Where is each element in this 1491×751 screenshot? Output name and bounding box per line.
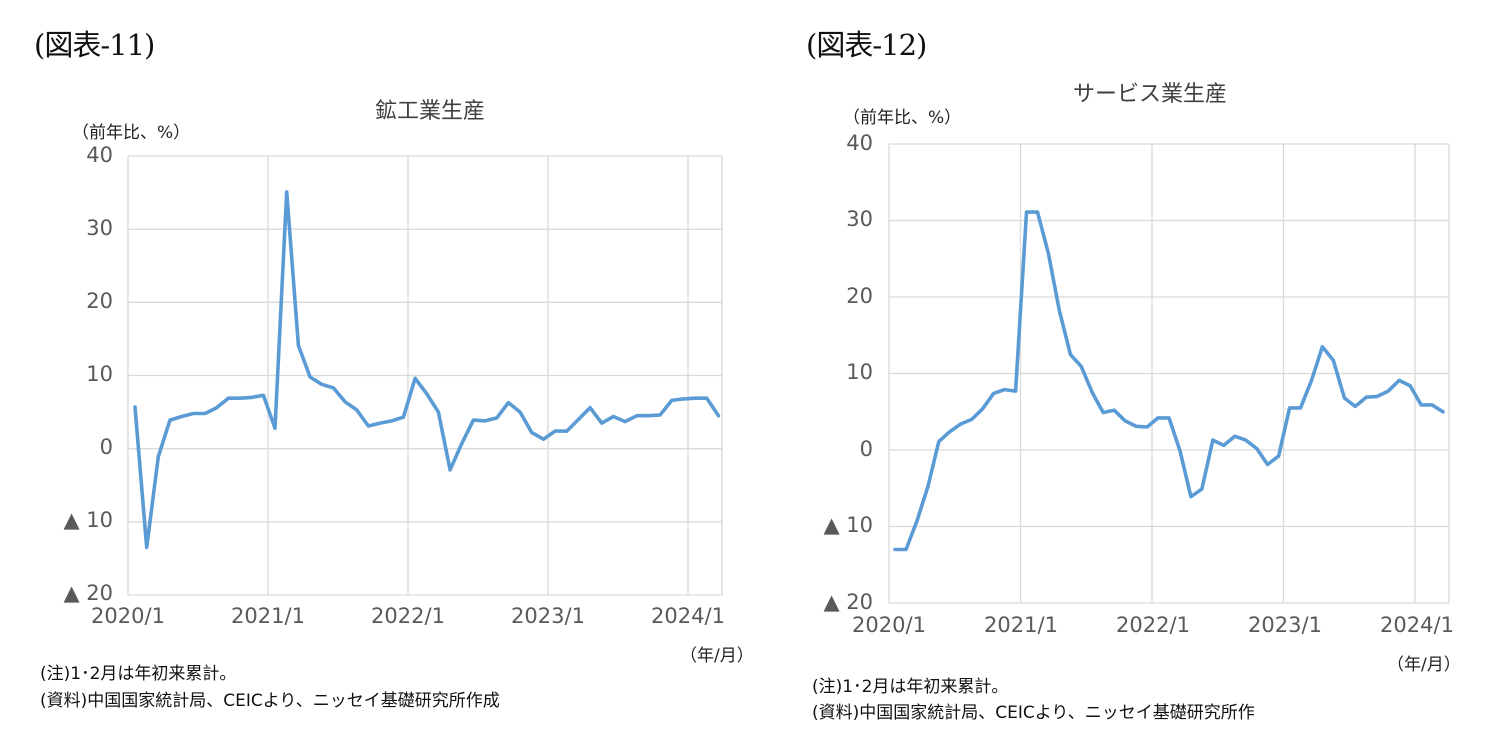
chart-12-ytick: 20 — [846, 284, 873, 308]
chart-12-ytick: 0 — [859, 437, 873, 461]
chart-12-xtick: 2021/1 — [984, 613, 1058, 637]
chart-12-ytick: 40 — [846, 131, 873, 155]
chart-11-ytick: 40 — [86, 143, 113, 167]
chart-11-title: 鉱工業生産 — [374, 99, 485, 124]
data-line — [893, 210, 1445, 552]
chart-11-ytick: ▲ 10 — [63, 508, 113, 532]
chart-12-ytick: 30 — [846, 207, 873, 231]
chart-12-source: (資料)中国国家統計局、CEICより、ニッセイ基礎研究所作 — [812, 703, 1255, 723]
chart-12-x-unit: （年/月） — [1387, 655, 1461, 675]
chart-12-y-unit: （前年比、%） — [843, 108, 962, 128]
chart-12-plot-area — [888, 143, 1450, 604]
chart-11-ytick: 20 — [86, 289, 113, 313]
chart-12-note: (注)1･2月は年初来累計。 — [812, 677, 1009, 697]
chart-12-xtick: 2023/1 — [1248, 613, 1322, 637]
chart-11-note: (注)1･2月は年初来累計。 — [40, 664, 237, 684]
chart-12-ytick: ▲ 10 — [823, 513, 873, 537]
chart-11-xtick: 2020/1 — [91, 604, 165, 628]
chart-11-xtick: 2021/1 — [231, 604, 305, 628]
chart-11-ytick: ▲ 20 — [63, 581, 113, 605]
figure-11-label: (図表-11) — [34, 28, 155, 62]
chart-12-xtick: 2024/1 — [1380, 613, 1454, 637]
chart-12-xtick: 2022/1 — [1116, 613, 1190, 637]
chart-11-x-unit: （年/月） — [680, 646, 754, 666]
chart-11-xtick: 2024/1 — [651, 604, 725, 628]
chart-12-xtick: 2020/1 — [852, 613, 926, 637]
chart-11-xtick: 2023/1 — [511, 604, 585, 628]
chart-11-y-unit: （前年比、%） — [72, 123, 191, 143]
data-line — [133, 190, 721, 550]
chart-11-ytick: 30 — [86, 216, 113, 240]
chart-11-plot-area — [127, 155, 723, 596]
chart-11-ytick: 0 — [99, 435, 113, 459]
chart-12-ytick: ▲ 20 — [823, 590, 873, 614]
chart-11-source: (資料)中国国家統計局、CEICより、ニッセイ基礎研究所作成 — [40, 691, 500, 711]
figure-12-label: (図表-12) — [806, 28, 927, 62]
chart-11-ytick: 10 — [86, 362, 113, 386]
chart-12-title: サービス業生産 — [1072, 82, 1227, 107]
chart-11-xtick: 2022/1 — [371, 604, 445, 628]
chart-12-ytick: 10 — [846, 360, 873, 384]
